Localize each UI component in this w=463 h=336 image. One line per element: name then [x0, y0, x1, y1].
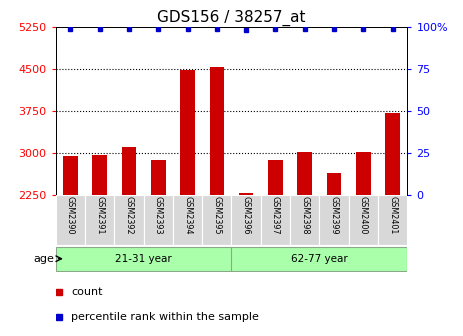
Bar: [268, 160, 283, 195]
Bar: [173, 195, 202, 245]
Bar: [56, 195, 85, 245]
Bar: [239, 193, 254, 195]
Text: GSM2390: GSM2390: [66, 196, 75, 235]
Text: GSM2399: GSM2399: [330, 196, 338, 235]
Bar: [144, 195, 173, 245]
Text: GSM2400: GSM2400: [359, 196, 368, 234]
Bar: [180, 70, 195, 195]
Text: 21-31 year: 21-31 year: [115, 254, 172, 264]
Bar: [121, 147, 136, 195]
Bar: [202, 195, 232, 245]
Text: percentile rank within the sample: percentile rank within the sample: [71, 312, 259, 322]
Text: GSM2394: GSM2394: [183, 196, 192, 235]
Bar: [56, 247, 232, 271]
Text: 62-77 year: 62-77 year: [291, 254, 348, 264]
Bar: [378, 195, 407, 245]
Bar: [232, 195, 261, 245]
Text: GSM2395: GSM2395: [213, 196, 221, 235]
Bar: [327, 173, 342, 195]
Bar: [385, 113, 400, 195]
Text: GSM2392: GSM2392: [125, 196, 133, 235]
Bar: [92, 155, 107, 195]
Text: GSM2401: GSM2401: [388, 196, 397, 234]
Bar: [85, 195, 114, 245]
Text: GSM2398: GSM2398: [300, 196, 309, 235]
Title: GDS156 / 38257_at: GDS156 / 38257_at: [157, 9, 306, 26]
Bar: [297, 152, 312, 195]
Text: GSM2396: GSM2396: [242, 196, 250, 235]
Bar: [356, 152, 371, 195]
Bar: [63, 156, 78, 195]
Bar: [151, 160, 166, 195]
Bar: [319, 195, 349, 245]
Text: count: count: [71, 287, 103, 296]
Bar: [261, 195, 290, 245]
Text: GSM2391: GSM2391: [95, 196, 104, 235]
Bar: [232, 247, 407, 271]
Text: GSM2393: GSM2393: [154, 196, 163, 235]
Bar: [114, 195, 144, 245]
Text: age: age: [33, 254, 54, 264]
Bar: [290, 195, 319, 245]
Bar: [349, 195, 378, 245]
Bar: [209, 67, 224, 195]
Text: GSM2397: GSM2397: [271, 196, 280, 235]
